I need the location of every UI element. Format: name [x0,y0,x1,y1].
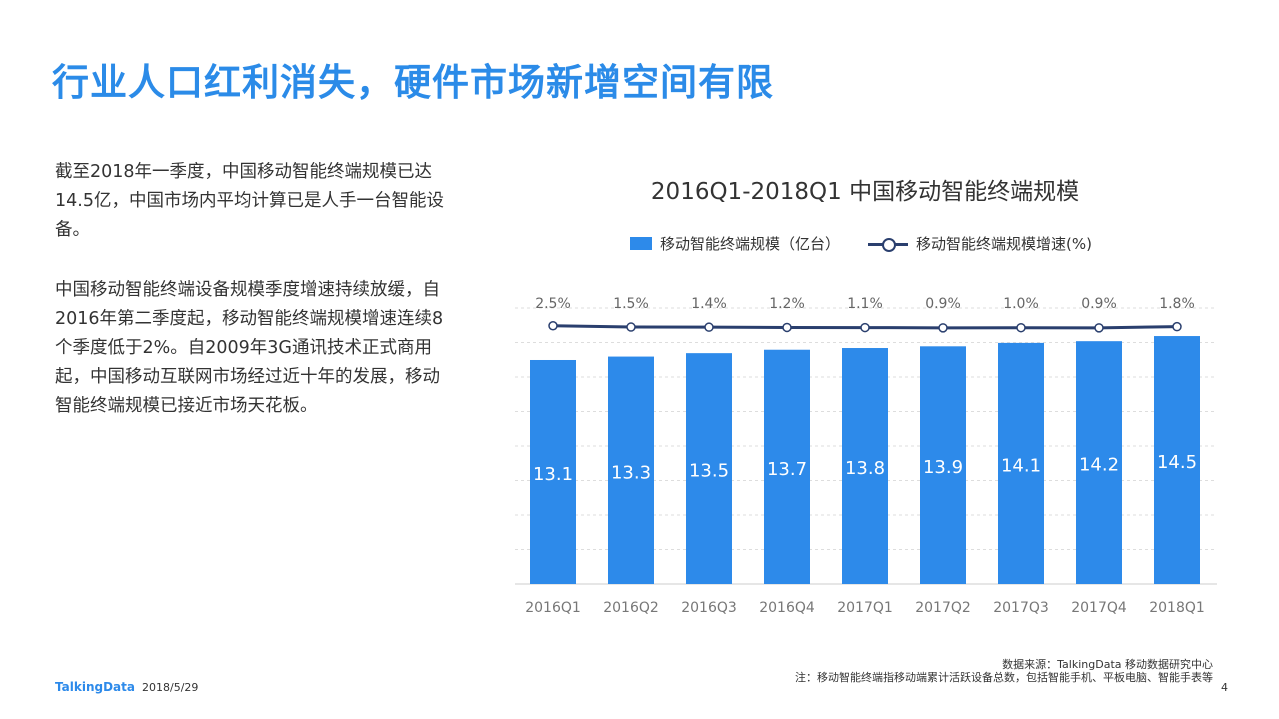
growth-value-label: 1.4% [691,296,727,312]
growth-point [1094,323,1104,333]
x-tick-label: 2016Q3 [681,600,737,616]
legend-bar-swatch [630,237,652,250]
brand-logo: TalkingData [55,680,135,694]
growth-point [938,323,948,333]
bar-value-label: 13.8 [845,458,885,479]
growth-point [1016,322,1026,333]
legend-bar-label: 移动智能终端规模（亿台） [660,235,841,253]
x-tick-label: 2017Q2 [915,600,971,616]
growth-value-label: 1.5% [613,296,649,312]
bar-value-label: 13.1 [533,464,573,485]
growth-point [782,322,792,333]
paragraph-detail: 中国移动智能终端设备规模季度增速持续放缓，自2016年第二季度起，移动智能终端规… [55,280,444,416]
bar [1076,341,1122,584]
bar [920,346,966,584]
bar [842,348,888,584]
chart-title: 2016Q1-2018Q1 中国移动智能终端规模 [650,179,1080,205]
x-tick-label: 2017Q3 [993,600,1049,616]
bar-value-label: 13.5 [689,461,729,482]
footnote: 注：移动智能终端指移动端累计活跃设备总数，包括智能手机、平板电脑、智能手表等 [795,671,1213,684]
bar-value-label: 13.3 [611,462,651,483]
x-tick-label: 2016Q4 [759,600,815,616]
bar [764,349,810,584]
x-tick-label: 2017Q4 [1071,600,1127,616]
bar [608,356,654,584]
bar-value-label: 14.2 [1079,455,1119,476]
growth-point [626,322,636,332]
x-tick-label: 2016Q1 [525,600,581,616]
bar-value-label: 13.7 [767,459,807,480]
growth-point [704,322,714,332]
growth-value-label: 0.9% [925,296,961,312]
x-tick-label: 2018Q1 [1149,600,1205,616]
bar [998,342,1044,584]
growth-value-label: 1.8% [1159,296,1195,312]
growth-point [548,321,558,331]
data-source: 数据来源：TalkingData 移动数据研究中心 [1002,658,1213,671]
growth-value-label: 0.9% [1081,296,1117,312]
legend-line-label: 移动智能终端规模增速(%) [916,235,1092,253]
bar-value-label: 13.9 [923,457,963,478]
growth-value-label: 1.0% [1003,296,1039,312]
bar [530,359,576,584]
page-number: 4 [1221,681,1228,694]
bar [1154,336,1200,584]
legend-line-swatch [868,237,909,252]
footer-date: 2018/5/29 [142,681,199,694]
bar [686,353,732,584]
page-title: 行业人口红利消失，硬件市场新增空间有限 [52,61,774,104]
growth-value-label: 1.2% [769,296,805,312]
chart-legend: 移动智能终端规模（亿台） 移动智能终端规模增速(%) [630,233,1092,254]
growth-point [860,322,870,333]
x-tick-label: 2017Q1 [837,600,893,616]
bar-value-label: 14.5 [1157,452,1197,473]
growth-point [1172,321,1182,332]
growth-value-label: 1.1% [847,296,883,312]
growth-value-label: 2.5% [535,296,571,312]
x-tick-label: 2016Q2 [603,600,659,616]
paragraph-summary: 截至2018年一季度，中国移动智能终端规模已达14.5亿，中国市场内平均计算已是… [55,162,444,240]
bar-value-label: 14.1 [1001,455,1041,476]
